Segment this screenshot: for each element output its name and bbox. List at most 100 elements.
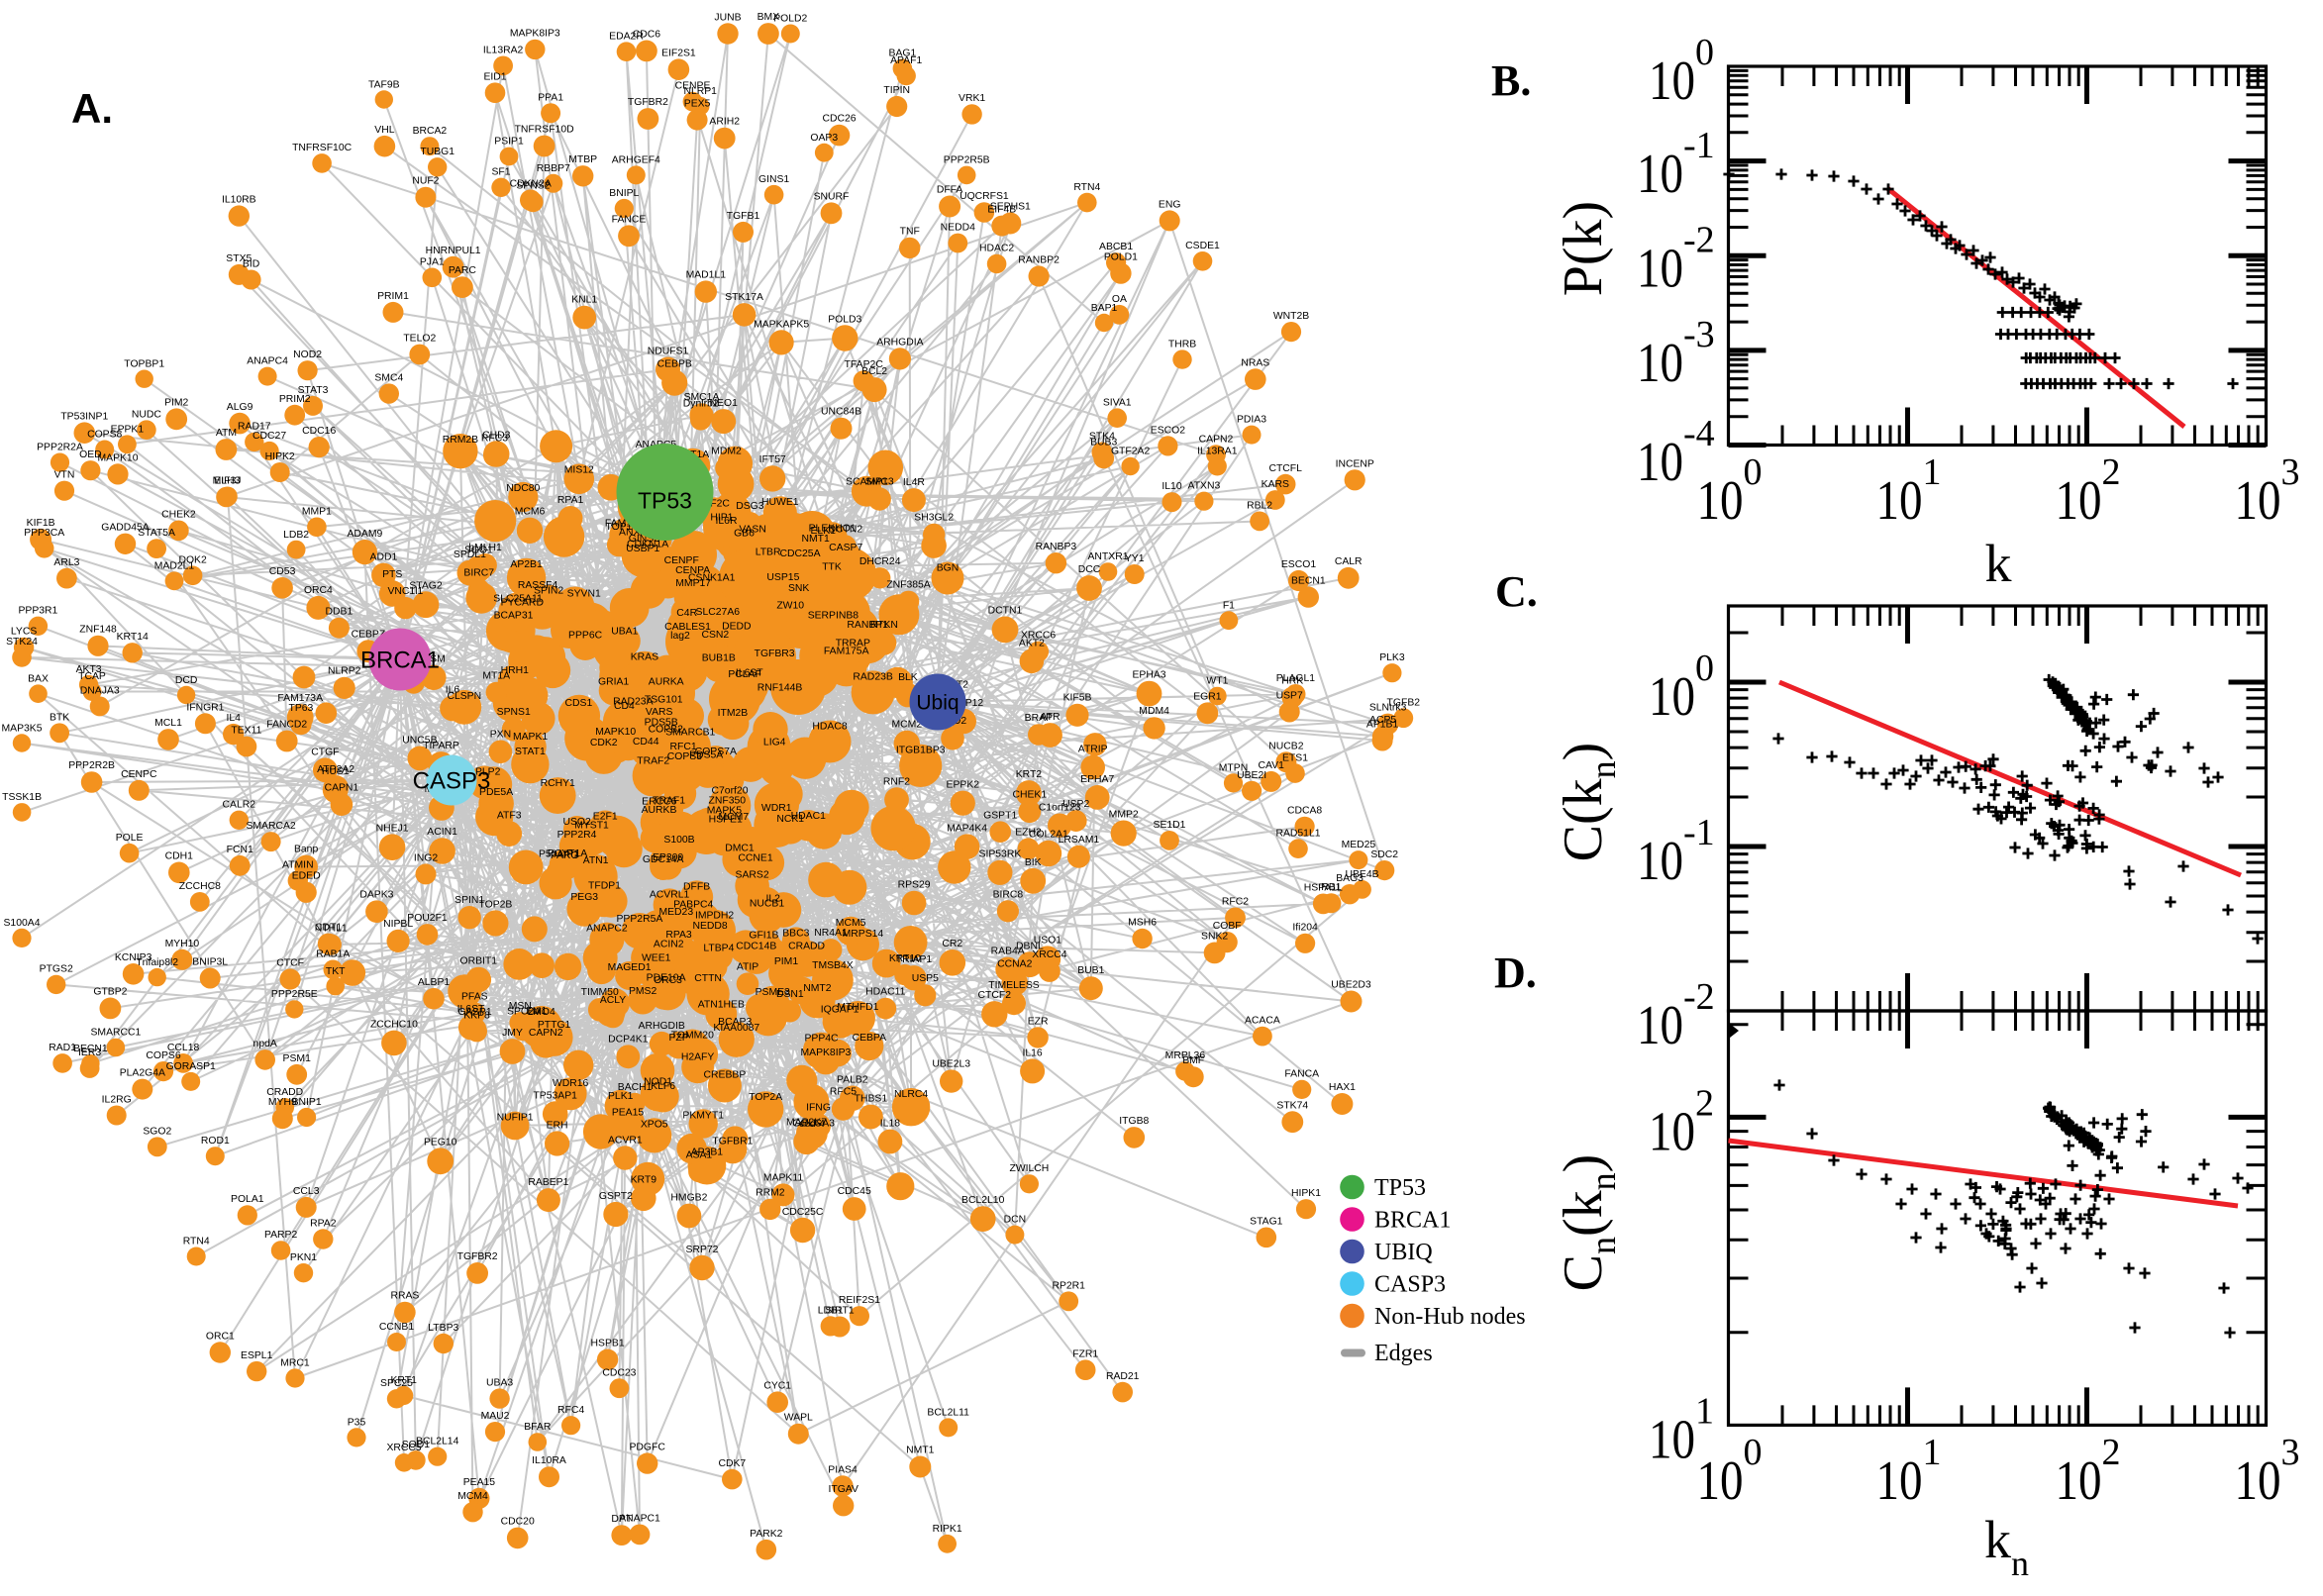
svg-text:CDKN1A: CDKN1A [627, 539, 668, 549]
svg-text:HAX1: HAX1 [1329, 1082, 1356, 1093]
svg-text:CAV1: CAV1 [1259, 760, 1285, 771]
svg-text:MAPK11: MAPK11 [763, 1173, 803, 1184]
svg-text:100: 100 [1649, 648, 1714, 728]
svg-text:KRT2: KRT2 [1016, 769, 1043, 780]
svg-text:PLEKHO1: PLEKHO1 [809, 523, 857, 534]
svg-text:NR4A1: NR4A1 [814, 928, 848, 939]
svg-text:PFAS: PFAS [461, 991, 488, 1002]
svg-text:RRM2: RRM2 [756, 1188, 785, 1199]
svg-text:10-1: 10-1 [1637, 812, 1715, 892]
svg-text:RFC5: RFC5 [830, 1087, 857, 1098]
svg-text:CEBPB: CEBPB [657, 359, 692, 370]
svg-text:TP53: TP53 [1374, 1175, 1426, 1201]
svg-text:STK17A: STK17A [725, 292, 763, 303]
svg-text:TNF: TNF [900, 227, 920, 238]
svg-text:TIMELESS: TIMELESS [988, 980, 1039, 991]
svg-text:UBE2I: UBE2I [1237, 770, 1266, 781]
svg-text:UNC84B: UNC84B [821, 407, 861, 418]
svg-text:HUWE1: HUWE1 [761, 497, 799, 508]
svg-text:ACP5: ACP5 [1369, 715, 1396, 726]
svg-text:PPP2R5B: PPP2R5B [944, 155, 990, 166]
svg-text:SH3GL2: SH3GL2 [914, 513, 954, 524]
svg-text:VRK1: VRK1 [959, 93, 985, 104]
svg-text:CDC20: CDC20 [501, 1517, 535, 1528]
svg-text:POLD1: POLD1 [1104, 251, 1138, 262]
svg-text:TOPBP1: TOPBP1 [124, 359, 164, 370]
svg-text:COPS6: COPS6 [146, 1050, 180, 1061]
svg-text:TKT: TKT [326, 966, 346, 977]
svg-text:EIF2S1: EIF2S1 [661, 49, 696, 59]
svg-text:ITGB8: ITGB8 [1119, 1116, 1149, 1127]
svg-text:SGO2: SGO2 [143, 1126, 171, 1137]
svg-text:EPHA3: EPHA3 [1132, 670, 1165, 681]
svg-text:NDUFS1: NDUFS1 [648, 347, 689, 357]
svg-text:IL16: IL16 [1022, 1047, 1042, 1058]
svg-text:USP5: USP5 [912, 973, 939, 984]
svg-text:COL2A1: COL2A1 [1029, 830, 1068, 841]
svg-text:TELO2: TELO2 [403, 334, 436, 345]
svg-text:PARC: PARC [449, 265, 477, 276]
svg-text:103: 103 [2235, 451, 2300, 532]
svg-text:SNK: SNK [788, 583, 809, 594]
svg-text:STX5: STX5 [226, 253, 252, 264]
svg-text:PARK2: PARK2 [750, 1529, 783, 1540]
svg-text:NUCB2: NUCB2 [1268, 741, 1303, 751]
svg-text:EIF3J: EIF3J [214, 476, 241, 487]
svg-text:USO1: USO1 [1034, 935, 1062, 946]
svg-text:USO2: USO2 [562, 817, 591, 828]
svg-text:PJA1: PJA1 [420, 257, 445, 268]
svg-text:JMY: JMY [502, 1028, 523, 1039]
svg-text:KRT9: KRT9 [631, 1175, 657, 1186]
svg-text:VHL: VHL [374, 125, 394, 136]
svg-text:STAG2: STAG2 [409, 580, 443, 591]
svg-text:MAPK10: MAPK10 [97, 452, 138, 463]
svg-text:AKT2: AKT2 [1019, 639, 1045, 649]
svg-text:CEBPA: CEBPA [853, 1033, 887, 1044]
svg-text:CTCF2: CTCF2 [978, 990, 1012, 1001]
svg-text:OED: OED [79, 449, 102, 460]
svg-text:F1: F1 [1223, 600, 1235, 611]
svg-text:NLRP1: NLRP1 [683, 86, 717, 97]
svg-text:ATP2A2: ATP2A2 [317, 764, 354, 775]
svg-text:PDIA3: PDIA3 [1237, 415, 1266, 426]
svg-text:CDC25A: CDC25A [780, 549, 821, 559]
svg-text:IL6ST: IL6ST [457, 1004, 485, 1015]
svg-text:UBIQ: UBIQ [1374, 1240, 1433, 1265]
svg-text:MYST1: MYST1 [574, 821, 609, 832]
svg-text:HRK: HRK [1281, 676, 1303, 687]
svg-text:CYC1: CYC1 [763, 1381, 791, 1392]
svg-text:RPA1: RPA1 [557, 495, 584, 506]
svg-text:RANBP2: RANBP2 [1018, 254, 1060, 265]
svg-text:KIAA0087: KIAA0087 [713, 1023, 759, 1034]
svg-text:HUS1: HUS1 [322, 766, 350, 777]
svg-text:ESCO2: ESCO2 [1151, 425, 1185, 436]
svg-text:SMARCA2: SMARCA2 [246, 821, 295, 832]
svg-text:STAT1: STAT1 [515, 747, 546, 757]
svg-text:DCD: DCD [175, 675, 198, 686]
svg-text:GB6: GB6 [734, 529, 755, 540]
svg-text:BCAP3: BCAP3 [718, 1017, 752, 1028]
svg-text:MCM4: MCM4 [457, 1491, 488, 1502]
svg-text:STAT3: STAT3 [298, 385, 329, 396]
svg-text:CSN2: CSN2 [701, 630, 729, 641]
svg-text:SIRT1: SIRT1 [825, 1306, 854, 1317]
svg-text:IQGAP1: IQGAP1 [821, 1005, 859, 1016]
svg-text:RRM2B: RRM2B [443, 435, 478, 446]
svg-text:TTK: TTK [822, 562, 842, 573]
svg-text:ATN1HEB: ATN1HEB [698, 999, 745, 1010]
svg-text:DSN1: DSN1 [776, 989, 804, 1000]
svg-text:10-1: 10-1 [1637, 125, 1715, 205]
svg-text:CAPN2: CAPN2 [1199, 434, 1234, 445]
svg-text:IL10: IL10 [1162, 481, 1181, 492]
svg-text:RAB1A: RAB1A [316, 949, 350, 960]
svg-text:SEPHS1: SEPHS1 [990, 202, 1031, 213]
svg-text:SOD1: SOD1 [402, 1440, 431, 1450]
svg-text:RAD17: RAD17 [238, 422, 271, 433]
svg-text:IL4R: IL4R [903, 477, 925, 488]
svg-text:TOMM20: TOMM20 [671, 1031, 714, 1042]
svg-text:SMC4: SMC4 [374, 372, 403, 383]
svg-text:PALB2: PALB2 [837, 1075, 868, 1086]
svg-text:lag2: lag2 [670, 631, 690, 642]
svg-text:KIF2C: KIF2C [700, 498, 730, 509]
svg-text:UNC5B: UNC5B [402, 736, 437, 747]
